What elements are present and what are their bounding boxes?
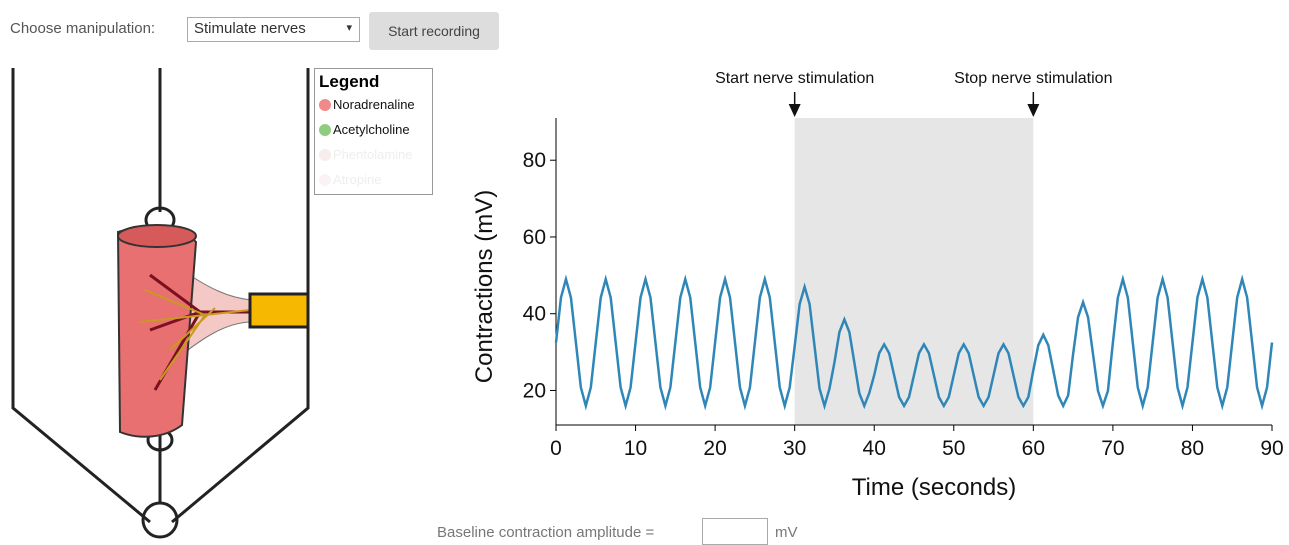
legend-swatch xyxy=(319,148,331,161)
legend-label: Acetylcholine xyxy=(333,122,410,137)
y-tick-label: 60 xyxy=(523,226,546,249)
legend-label: Atropine xyxy=(333,172,382,187)
annotation: Start nerve stimulation xyxy=(715,70,874,87)
annotation: Stop nerve stimulation xyxy=(954,70,1112,87)
arrow-head xyxy=(1027,104,1040,117)
manipulation-label: Choose manipulation: xyxy=(10,20,156,37)
tissue xyxy=(116,224,310,438)
legend-swatch xyxy=(319,173,331,186)
legend-item: Phentolamine xyxy=(319,142,428,167)
legend-label: Noradrenaline xyxy=(333,97,415,112)
legend-item: Acetylcholine xyxy=(319,117,428,142)
arrow-head xyxy=(788,104,801,117)
baseline-label: Baseline contraction amplitude = xyxy=(437,524,655,541)
x-tick-label: 30 xyxy=(783,437,806,460)
legend-swatch xyxy=(319,123,331,136)
baseline-input[interactable] xyxy=(702,518,768,545)
x-axis-label: Time (seconds) xyxy=(852,474,1016,501)
x-tick-label: 60 xyxy=(1022,437,1045,460)
legend-item: Atropine xyxy=(319,167,428,192)
baseline-unit: mV xyxy=(775,524,798,541)
y-tick-label: 40 xyxy=(523,303,546,326)
manipulation-select[interactable]: Stimulate nerves xyxy=(187,17,360,42)
x-tick-label: 0 xyxy=(550,437,562,460)
y-axis-label: Contractions (mV) xyxy=(471,190,498,383)
x-tick-label: 90 xyxy=(1260,437,1283,460)
x-tick-label: 40 xyxy=(863,437,886,460)
x-tick-label: 20 xyxy=(703,437,726,460)
legend-title: Legend xyxy=(319,72,380,91)
select-value: Stimulate nerves xyxy=(194,20,306,37)
legend-swatch xyxy=(319,98,331,111)
y-tick-label: 20 xyxy=(523,379,546,402)
legend-item: Noradrenaline xyxy=(319,92,428,117)
x-tick-label: 70 xyxy=(1101,437,1124,460)
legend-label: Phentolamine xyxy=(333,147,413,162)
record-button[interactable]: Start recording xyxy=(369,12,499,50)
contraction-line xyxy=(554,274,1274,411)
x-tick-label: 80 xyxy=(1181,437,1204,460)
x-tick-label: 50 xyxy=(942,437,965,460)
legend: Legend Noradrenaline Acetylcholine Phentol… xyxy=(314,68,433,195)
y-tick-label: 80 xyxy=(523,149,546,172)
x-tick-label: 10 xyxy=(624,437,647,460)
